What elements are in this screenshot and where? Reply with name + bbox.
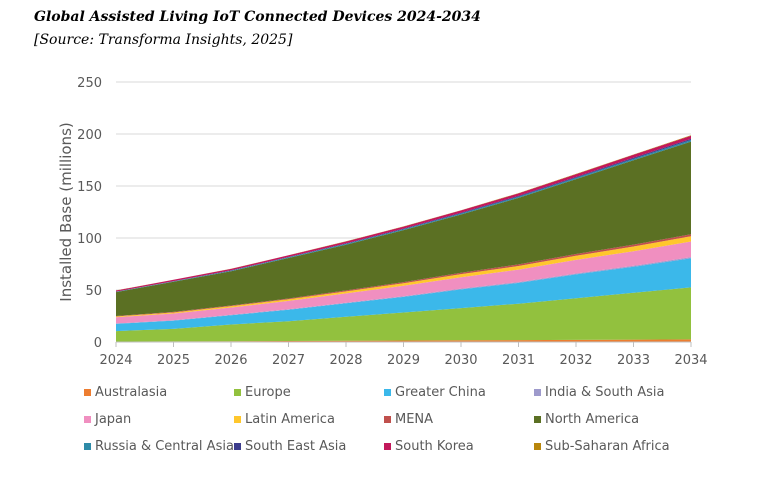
legend-item-india-south-asia: India & South Asia [534, 383, 714, 401]
legend-label: Greater China [395, 384, 486, 400]
legend-label: Sub-Saharan Africa [545, 438, 670, 454]
legend-label: Europe [245, 384, 291, 400]
legend-item-latin-america: Latin America [234, 410, 384, 428]
legend-item-north-america: North America [534, 410, 714, 428]
legend-swatch [84, 415, 91, 423]
legend-swatch [534, 388, 541, 396]
legend-item-europe: Europe [234, 383, 384, 401]
legend-swatch [234, 442, 241, 450]
legend-swatch [234, 388, 241, 396]
x-tick-label: 2024 [99, 353, 132, 368]
legend-swatch [84, 442, 91, 450]
area-australasia [116, 339, 691, 342]
legend-item-mena: MENA [384, 410, 534, 428]
legend-label: Russia & Central Asia [95, 438, 234, 454]
y-axis-title: Installed Base (millions) [57, 122, 75, 301]
y-tick-label: 250 [77, 76, 102, 91]
legend-item-japan: Japan [84, 410, 234, 428]
legend-item-australasia: Australasia [84, 383, 234, 401]
legend-label: Australasia [95, 384, 168, 400]
x-tick-label: 2026 [214, 353, 247, 368]
x-tick-label: 2033 [617, 353, 650, 368]
legend-label: South East Asia [245, 438, 347, 454]
x-tick-label: 2025 [157, 353, 190, 368]
area-europe [116, 287, 691, 342]
legend-item-greater-china: Greater China [384, 383, 534, 401]
legend-item-russia-central-asia: Russia & Central Asia [84, 437, 234, 455]
legend-swatch [384, 415, 391, 423]
legend-label: India & South Asia [545, 384, 665, 400]
legend-label: Latin America [245, 411, 335, 427]
legend-item-sub-saharan-africa: Sub-Saharan Africa [534, 437, 714, 455]
x-tick-label: 2034 [674, 353, 707, 368]
x-tick-label: 2029 [387, 353, 420, 368]
x-tick-label: 2027 [272, 353, 305, 368]
legend-swatch [384, 442, 391, 450]
legend-item-south-korea: South Korea [384, 437, 534, 455]
x-tick-label: 2031 [502, 353, 535, 368]
y-tick-label: 100 [77, 232, 102, 247]
x-tick-label: 2028 [329, 353, 362, 368]
legend-label: North America [545, 411, 640, 427]
area-greater-china [116, 258, 691, 332]
legend-swatch [534, 442, 541, 450]
area-japan [116, 241, 691, 324]
x-tick-label: 2032 [559, 353, 592, 368]
chart-title: Global Assisted Living IoT Connected Dev… [34, 9, 481, 25]
legend-label: Japan [95, 411, 132, 427]
y-tick-label: 50 [85, 284, 102, 299]
legend-label: South Korea [395, 438, 474, 454]
legend-swatch [84, 388, 91, 396]
legend-swatch [534, 415, 541, 423]
chart-source: [Source: Transforma Insights, 2025] [34, 32, 293, 48]
y-tick-label: 0 [94, 336, 102, 351]
legend-label: MENA [395, 411, 434, 427]
legend-swatch [384, 388, 391, 396]
chart-legend: Australasia Europe Greater China India & So… [84, 383, 734, 455]
x-tick-label: 2030 [444, 353, 477, 368]
y-tick-label: 150 [77, 180, 102, 195]
legend-item-south-east-asia: South East Asia [234, 437, 384, 455]
legend-swatch [234, 415, 241, 423]
area-north-america [116, 141, 691, 316]
y-tick-label: 200 [77, 128, 102, 143]
